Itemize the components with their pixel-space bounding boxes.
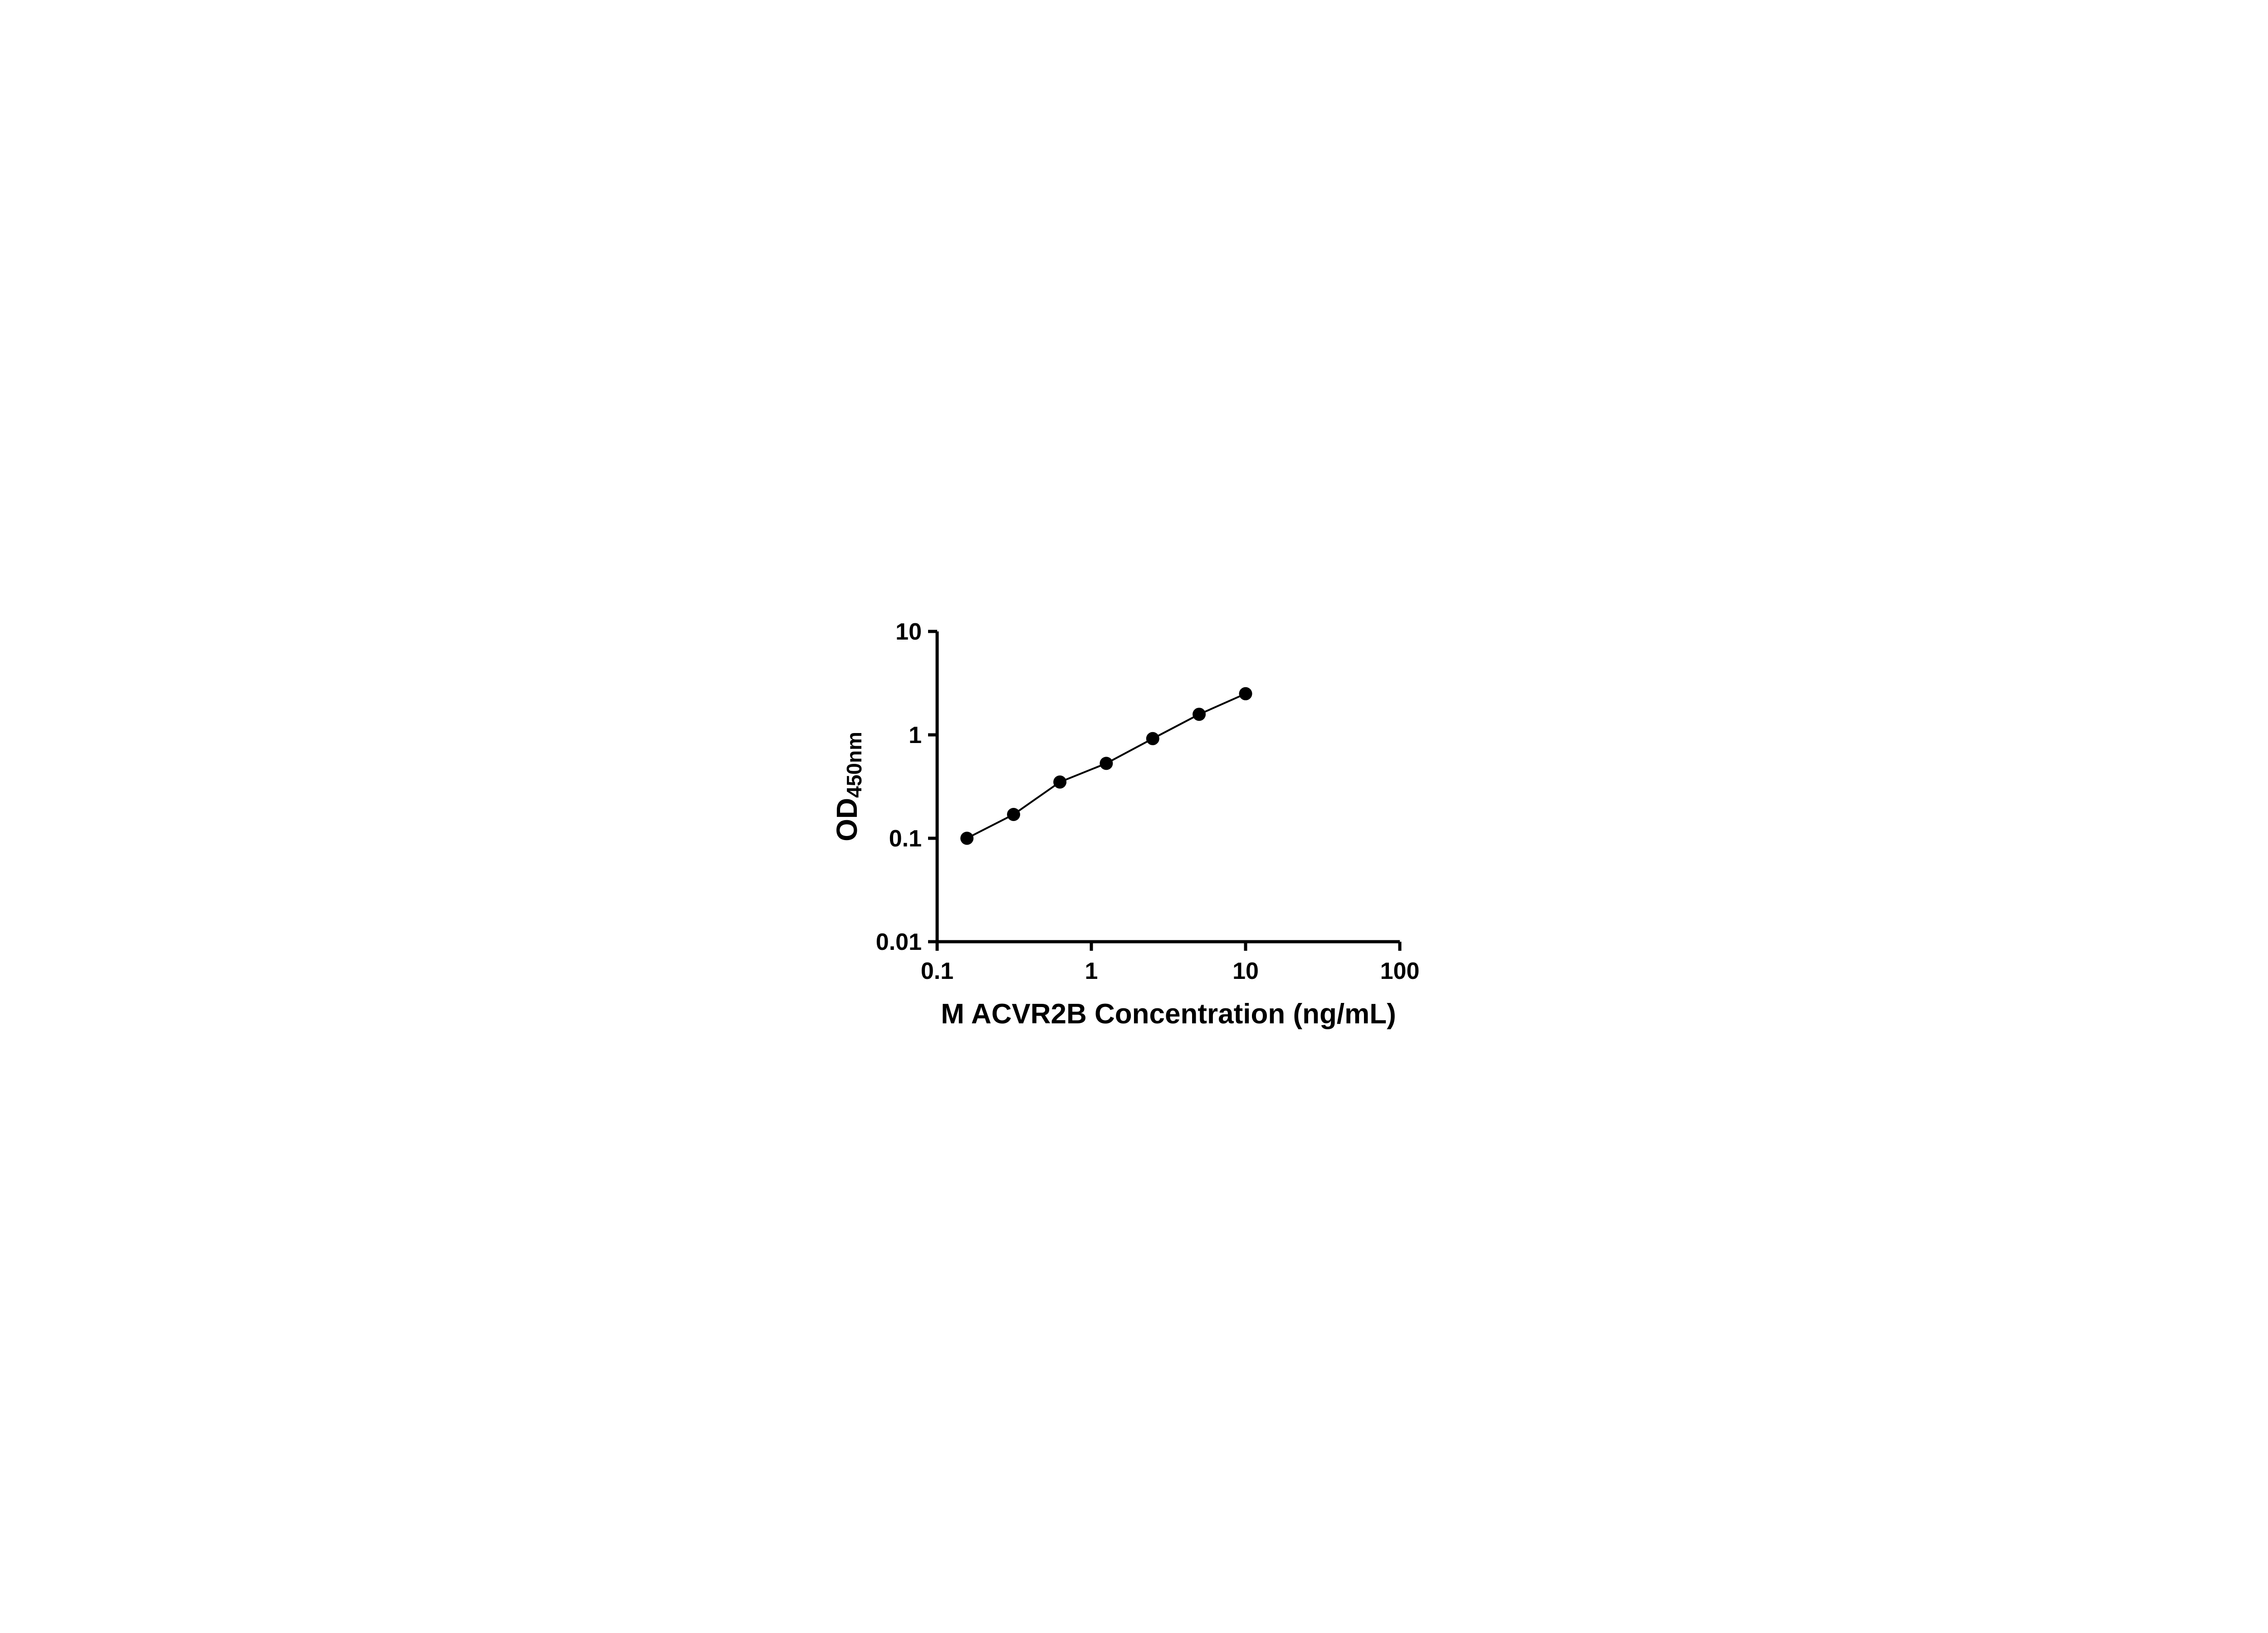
x-axis-title: M ACVR2B Concentration (ng/mL) bbox=[941, 998, 1396, 1030]
x-tick-label: 1 bbox=[1085, 958, 1098, 984]
y-axis-title: OD450nm bbox=[831, 732, 866, 841]
y-axis-title-subscript: 450nm bbox=[842, 732, 866, 798]
data-point bbox=[1193, 708, 1206, 721]
data-point bbox=[1100, 757, 1113, 770]
data-point bbox=[1053, 775, 1067, 789]
y-tick-label: 10 bbox=[895, 619, 922, 645]
tick-labels: 10 1 0.1 0.01 0.1 1 10 100 bbox=[876, 619, 1420, 984]
axis-spine bbox=[935, 631, 1400, 944]
y-tick-label: 0.1 bbox=[889, 826, 922, 852]
data-point bbox=[1146, 732, 1159, 745]
data-series bbox=[960, 687, 1252, 845]
y-tick-label: 1 bbox=[909, 722, 922, 748]
x-tick-label: 10 bbox=[1232, 958, 1259, 984]
x-tick-label: 0.1 bbox=[921, 958, 953, 984]
y-tick-label: 0.01 bbox=[876, 929, 922, 955]
y-axis-title-main: OD bbox=[831, 798, 863, 841]
elisa-standard-curve-figure: 10 1 0.1 0.01 0.1 1 10 100 OD450nm M ACVR2B Con… bbox=[810, 590, 1458, 1043]
x-tick-label: 100 bbox=[1380, 958, 1420, 984]
standard-curve-chart: 10 1 0.1 0.01 0.1 1 10 100 OD450nm M ACVR2B Con… bbox=[831, 619, 1420, 1030]
data-point bbox=[1239, 687, 1252, 700]
data-point bbox=[1007, 808, 1020, 821]
axes bbox=[928, 630, 1402, 951]
data-point bbox=[960, 831, 974, 845]
